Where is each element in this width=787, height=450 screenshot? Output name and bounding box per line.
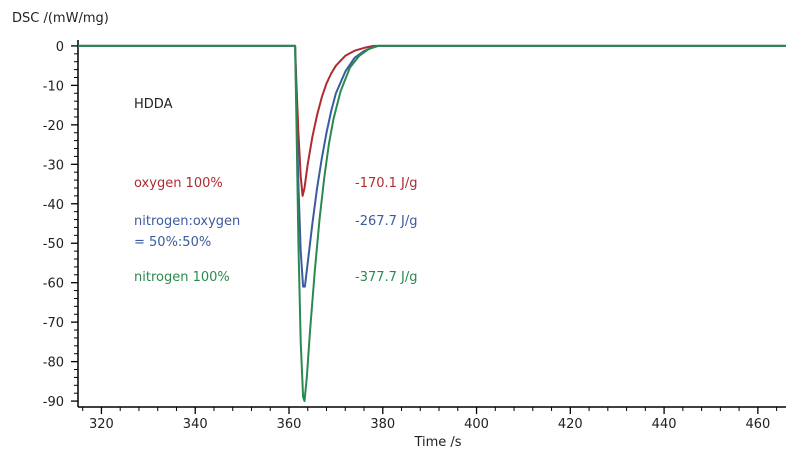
y-tick-label: -60 — [43, 277, 64, 292]
y-tick-label: -10 — [43, 79, 64, 94]
series-value-1: -170.1 J/g — [355, 176, 418, 191]
x-axis-label: Time /s — [413, 435, 461, 450]
y-tick-label: -40 — [43, 198, 64, 213]
axes: 0 -10 -20 -30 -40 -50 -60 -70 -80 -90 320 340 360 380… — [43, 40, 786, 432]
series-line-3 — [78, 44, 786, 403]
x-tick-label: 360 — [277, 417, 302, 432]
y-tick-label: -30 — [43, 158, 64, 173]
annotation-hdda: HDDA — [134, 97, 173, 112]
series-layer — [78, 44, 786, 403]
x-tick-label: 440 — [652, 417, 677, 432]
series-line-2 — [78, 44, 786, 288]
x-tick-label: 460 — [745, 417, 770, 432]
series-line-1 — [78, 44, 786, 197]
x-tick-label: 400 — [464, 417, 489, 432]
y-tick-label: -20 — [43, 119, 64, 134]
x-tick-label: 380 — [370, 417, 395, 432]
series-label-2: nitrogen:oxygen — [134, 214, 240, 229]
x-tick-label: 340 — [183, 417, 208, 432]
x-tick-label: 420 — [558, 417, 583, 432]
series-label-3: nitrogen 100% — [134, 270, 230, 285]
series-value-3: -377.7 J/g — [355, 270, 418, 285]
series-label-1: oxygen 100% — [134, 176, 223, 191]
y-axis-label: DSC /(mW/mg) — [12, 11, 109, 26]
y-tick-label: -70 — [43, 316, 64, 331]
series-label-2: = 50%:50% — [134, 235, 211, 250]
series-value-2: -267.7 J/g — [355, 214, 418, 229]
legend-labels: oxygen 100% -170.1 J/g nitrogen:oxygen = 50… — [134, 176, 418, 285]
y-tick-label: 0 — [56, 40, 64, 55]
y-tick-label: -90 — [43, 395, 64, 410]
y-tick-label: -80 — [43, 356, 64, 371]
y-tick-label: -50 — [43, 237, 64, 252]
x-tick-label: 320 — [89, 417, 114, 432]
